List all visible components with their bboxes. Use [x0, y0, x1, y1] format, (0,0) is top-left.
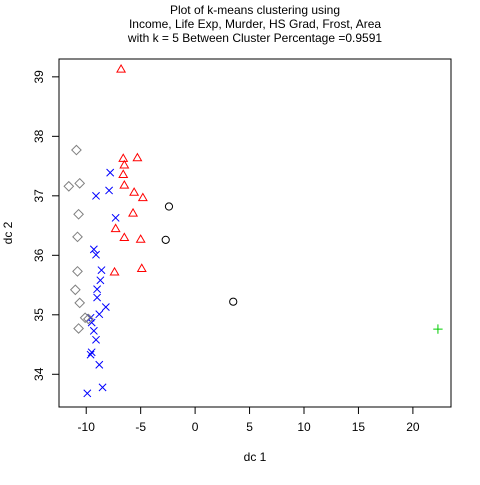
triangle-point — [116, 63, 127, 73]
chart-title-line-3: with k = 5 Between Cluster Percentage =0… — [127, 31, 382, 45]
cross-point — [92, 250, 100, 259]
triangle-point — [118, 153, 129, 162]
x-axis-label: dc 1 — [244, 450, 267, 464]
y-tick-label: 36 — [32, 248, 46, 262]
diamond-point — [72, 265, 83, 277]
cross-point — [93, 285, 102, 294]
cross-point — [87, 348, 96, 357]
y-tick-label: 38 — [32, 129, 46, 143]
cross-point — [92, 335, 100, 344]
x-tick-label: 15 — [352, 420, 366, 434]
cross-point — [93, 293, 102, 302]
triangle-point — [135, 234, 146, 243]
chart-title-line-1: Plot of k-means clustering using — [170, 3, 340, 17]
chart-title-line-2: Income, Life Exp, Murder, HS Grad, Frost… — [129, 17, 381, 31]
diamond-point — [63, 180, 75, 192]
triangle-point — [129, 187, 140, 196]
data-points — [63, 63, 443, 398]
cross-point — [89, 245, 98, 254]
diamond-point — [74, 177, 86, 189]
x-tick-label: 5 — [246, 420, 253, 434]
x-tick-label: 10 — [297, 420, 311, 434]
y-axis-label: dc 2 — [1, 221, 15, 244]
cross-point — [101, 303, 110, 312]
triangle-point — [119, 159, 130, 169]
diamond-point — [71, 144, 82, 156]
triangle-point — [118, 169, 129, 178]
y-tick-label: 35 — [32, 308, 46, 322]
diamond-point — [69, 284, 81, 296]
cross-point — [106, 168, 115, 177]
cross-point — [105, 186, 114, 195]
cross-point — [96, 276, 105, 285]
x-axis: -10 -5 0 5 10 15 20 — [78, 406, 420, 434]
diamond-point — [73, 208, 84, 220]
x-tick-label: -10 — [78, 420, 96, 434]
triangle-point — [109, 266, 120, 276]
circle-point — [229, 297, 238, 306]
diamond-point — [72, 231, 83, 243]
cross-point — [95, 310, 104, 319]
cross-point — [83, 389, 92, 398]
diamond-point — [74, 297, 86, 309]
diamond-point — [79, 312, 91, 324]
plot-frame — [58, 58, 452, 408]
triangle-point — [128, 207, 139, 217]
cross-point — [86, 350, 95, 359]
circle-point — [161, 235, 170, 244]
diamond-point — [83, 313, 94, 325]
cross-point — [98, 383, 107, 392]
x-tick-label: 0 — [192, 420, 199, 434]
triangle-point — [119, 232, 130, 242]
cross-point — [111, 213, 120, 222]
y-axis: 34 35 36 37 38 39 — [32, 70, 60, 381]
cross-point — [92, 191, 100, 200]
cross-point — [86, 313, 95, 322]
triangle-point — [132, 152, 143, 162]
x-tick-label: 20 — [406, 420, 420, 434]
y-tick-label: 37 — [32, 189, 46, 203]
cross-point — [97, 266, 106, 275]
x-tick-label: -5 — [135, 420, 146, 434]
triangle-point — [119, 179, 130, 189]
diamond-point — [73, 323, 84, 334]
cross-point — [95, 360, 104, 369]
circle-point — [164, 202, 174, 211]
cross-point — [89, 326, 98, 335]
triangle-point — [110, 223, 121, 233]
y-tick-label: 34 — [32, 367, 46, 381]
plus-point — [433, 324, 443, 334]
triangle-point — [137, 192, 148, 202]
cross-point — [87, 318, 96, 327]
y-tick-label: 39 — [32, 70, 46, 84]
triangle-point — [136, 263, 147, 272]
